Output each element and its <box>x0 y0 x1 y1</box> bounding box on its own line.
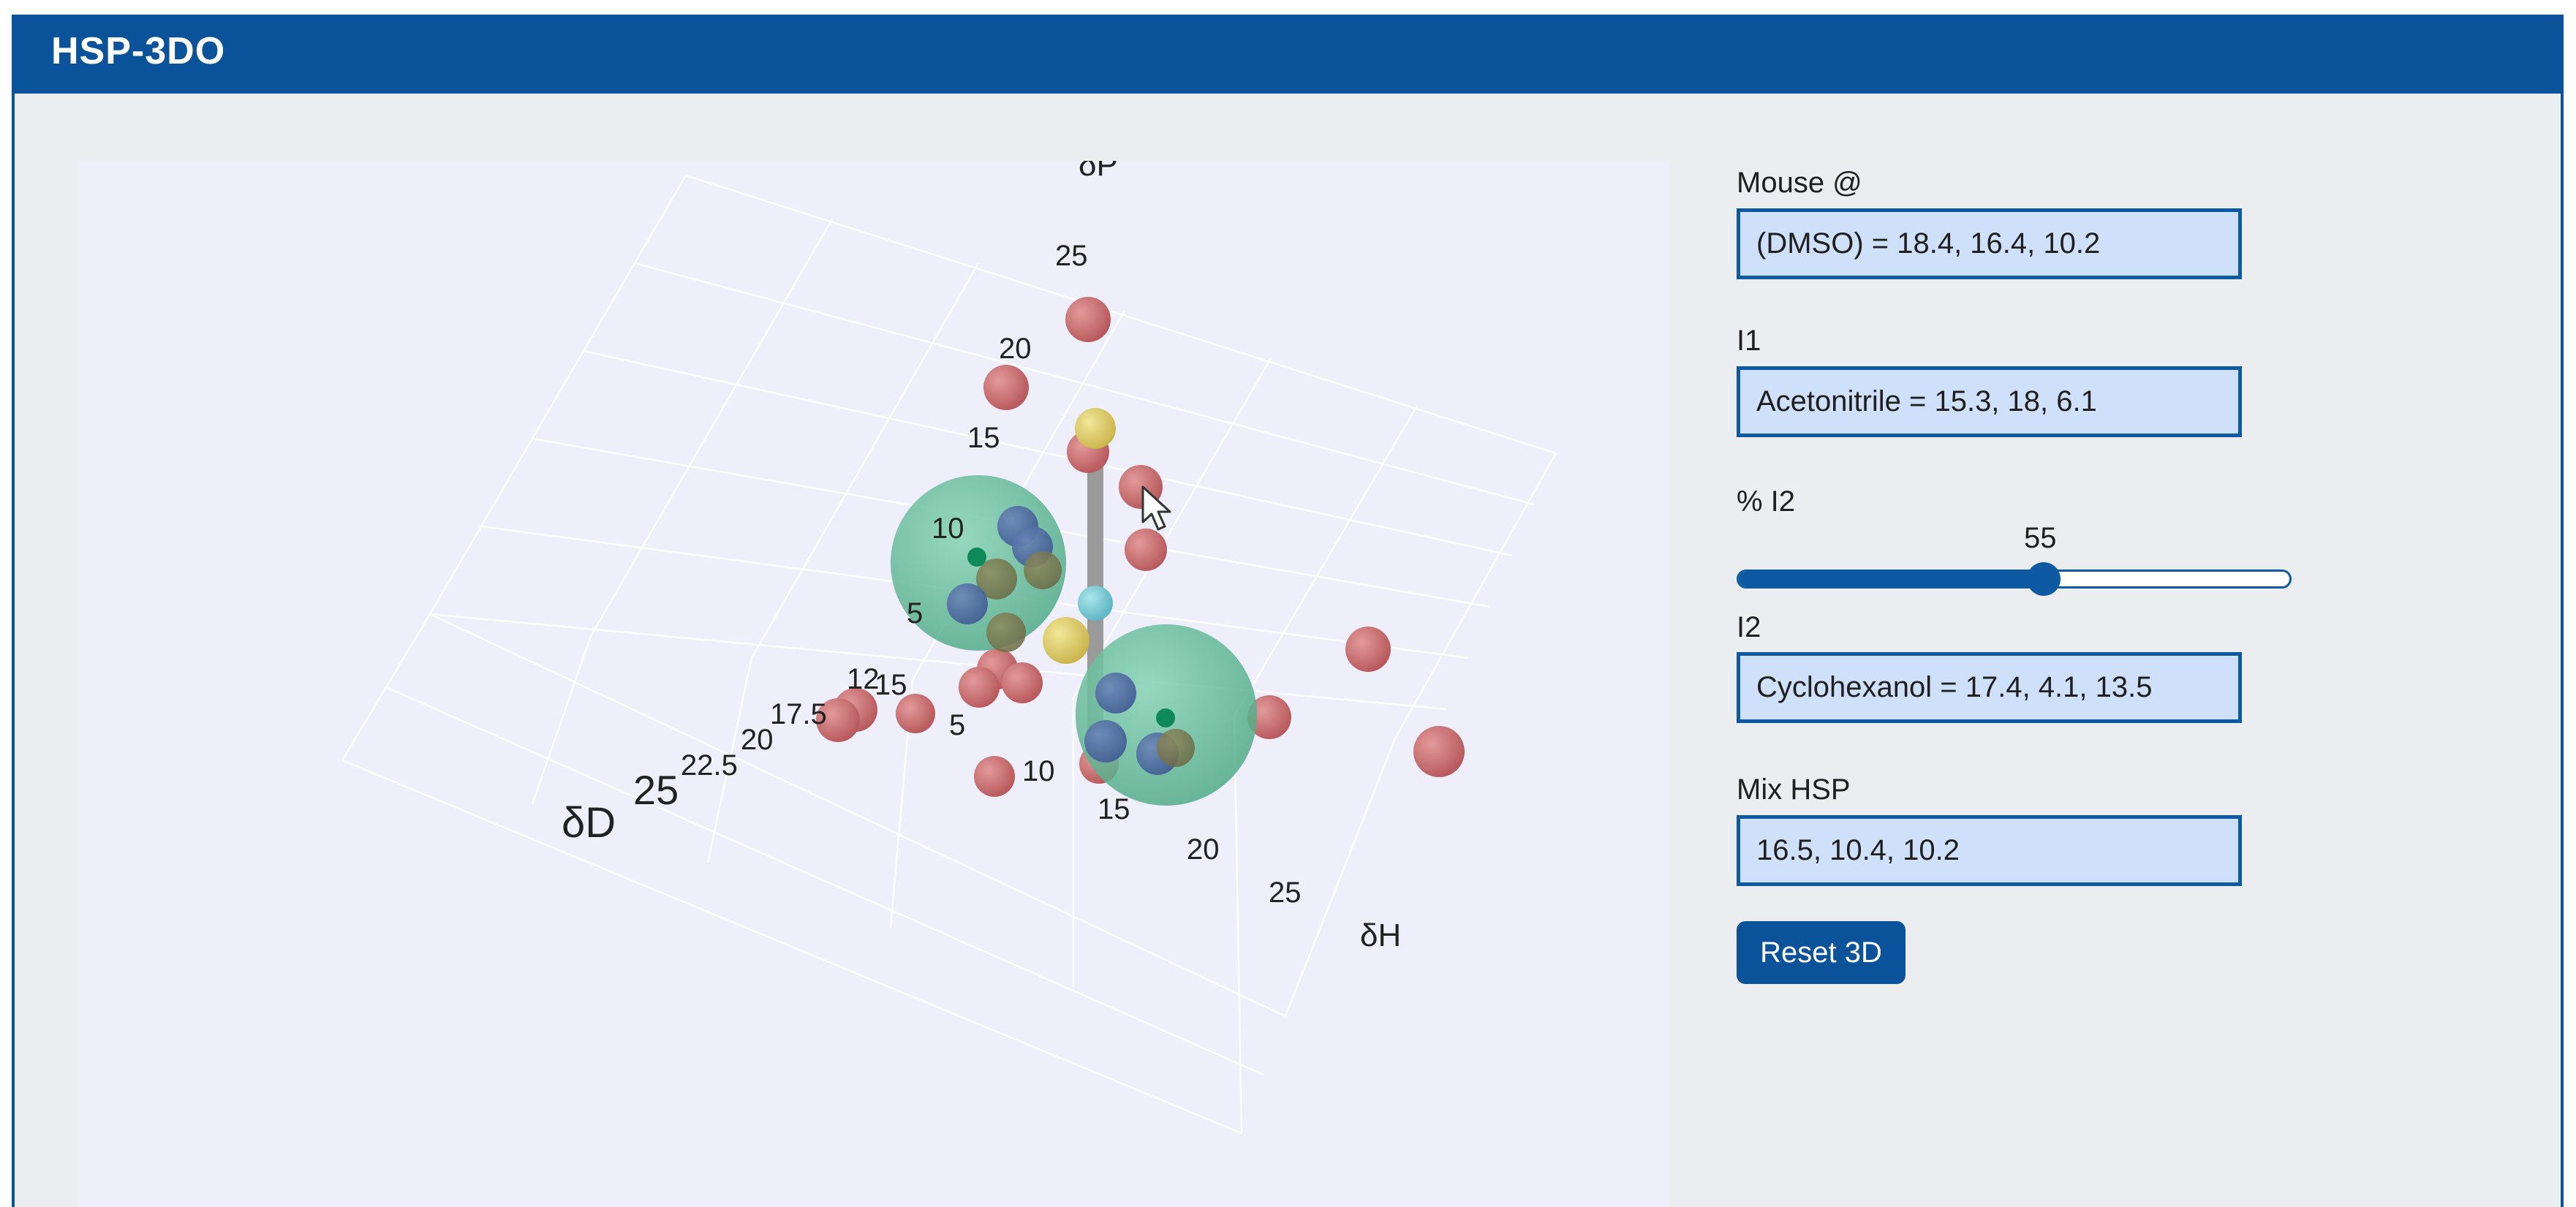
dH-tick: 25 <box>1269 877 1302 909</box>
solvent-point[interactable] <box>1125 529 1167 571</box>
i2-field[interactable]: Cyclohexanol = 17.4, 4.1, 13.5 <box>1737 652 2242 723</box>
dH-tick: 20 <box>1187 833 1220 866</box>
dD-tick: 22.5 <box>681 749 738 782</box>
solvent-point[interactable] <box>1345 627 1391 672</box>
hsp-3d-plot[interactable]: 25 20 15 10 5 δP 5 10 15 20 25 δH 12 15 … <box>79 161 1670 1207</box>
dD-tick: 25 <box>633 767 679 813</box>
dH-tick: 5 <box>949 709 965 741</box>
hsp-3d-scene[interactable]: 25 20 15 10 5 δP 5 10 15 20 25 δH 12 15 … <box>79 161 1670 1207</box>
solvent-point[interactable] <box>959 667 1000 708</box>
slider-fill <box>1739 572 2044 586</box>
inside-solvent-point <box>986 613 1026 652</box>
dH-tick: 10 <box>1022 755 1055 787</box>
dD-tick: 20 <box>741 724 774 756</box>
mix-hsp-field[interactable]: 16.5, 10.4, 10.2 <box>1737 815 2242 886</box>
inside-solvent-point <box>1157 729 1195 767</box>
app-title: HSP-3DO <box>51 30 226 72</box>
mouse-cursor-icon <box>1141 485 1171 531</box>
slider-thumb[interactable] <box>2027 562 2061 596</box>
sphere-center-1 <box>967 548 986 567</box>
dP-axis-ticks: 25 20 15 10 5 δP <box>907 161 1118 629</box>
inside-solvent-point <box>1084 720 1127 763</box>
mix-hsp-label: Mix HSP <box>1737 773 1851 806</box>
i1-label: I1 <box>1737 325 1761 357</box>
dP-tick: 5 <box>907 597 923 629</box>
dP-tick: 25 <box>1055 240 1088 272</box>
dD-axis-title: δD <box>562 799 616 847</box>
solvent-point[interactable] <box>983 365 1029 410</box>
solvent-point[interactable] <box>974 756 1015 797</box>
dP-axis-title: δP <box>1079 161 1118 183</box>
dD-tick: 15 <box>875 669 907 701</box>
dH-axis-title: δH <box>1360 917 1401 953</box>
dD-tick: 17.5 <box>770 698 827 730</box>
i1-field[interactable]: Acetonitrile = 15.3, 18, 6.1 <box>1737 366 2242 437</box>
mouse-position-field[interactable]: (DMSO) = 18.4, 16.4, 10.2 <box>1737 208 2242 279</box>
solute-sphere-1 <box>891 475 1066 652</box>
dP-tick: 15 <box>967 422 1000 454</box>
dP-tick: 10 <box>932 512 964 545</box>
mix-hsp-point[interactable] <box>1078 586 1113 621</box>
sphere-center-2 <box>1156 708 1175 727</box>
i1-point[interactable] <box>1075 408 1116 449</box>
inside-solvent-point <box>976 559 1017 599</box>
dD-axis-ticks: 12 15 17.5 20 22.5 25 δD <box>562 663 907 847</box>
pct-i2-slider[interactable] <box>1737 562 2292 596</box>
solvent-point[interactable] <box>1247 695 1291 739</box>
solvent-point[interactable] <box>816 698 860 742</box>
title-bar: HSP-3DO <box>15 15 2561 94</box>
i2-point[interactable] <box>1043 617 1089 664</box>
inside-solvent-point <box>1095 673 1136 714</box>
solvent-point[interactable] <box>896 694 935 733</box>
app-window: HSP-3DO <box>12 15 2564 1207</box>
mouse-label: Mouse @ <box>1737 167 1862 199</box>
dH-axis-ticks: 5 10 15 20 25 δH <box>949 709 1401 953</box>
dP-tick: 20 <box>999 333 1032 365</box>
solute-sphere-2 <box>1076 624 1257 806</box>
solvent-point[interactable] <box>1413 726 1465 777</box>
inside-solvent-point <box>1024 551 1062 589</box>
solvent-point[interactable] <box>1002 662 1043 703</box>
pct-i2-value: 55 <box>2024 522 2057 554</box>
i2-label: I2 <box>1737 611 1761 643</box>
dD-tick: 12 <box>847 663 880 695</box>
dH-tick: 15 <box>1098 793 1130 825</box>
pct-i2-label: % I2 <box>1737 485 1796 518</box>
inside-solvent-point <box>947 583 988 624</box>
reset-3d-button[interactable]: Reset 3D <box>1737 921 1905 984</box>
solvent-point[interactable] <box>1065 297 1111 342</box>
